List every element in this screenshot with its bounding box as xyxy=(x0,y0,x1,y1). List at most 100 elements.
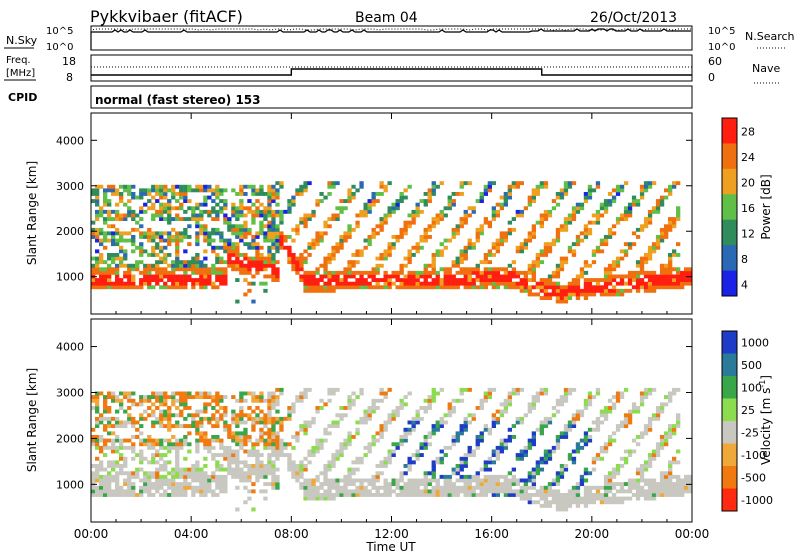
velocity-cell xyxy=(247,438,252,443)
velocity-cell xyxy=(491,416,497,421)
power-cell xyxy=(223,278,228,282)
power-cell xyxy=(347,231,352,236)
velocity-cell xyxy=(559,464,565,468)
velocity-cell xyxy=(115,438,120,443)
velocity-cell xyxy=(571,500,577,505)
power-cell xyxy=(447,274,452,279)
velocity-cell xyxy=(395,409,400,414)
velocity-cell xyxy=(407,427,412,432)
velocity-cell xyxy=(259,467,264,472)
velocity-cell xyxy=(539,460,545,465)
velocity-cell xyxy=(471,489,476,494)
power-cell xyxy=(139,260,144,265)
power-cell xyxy=(203,231,208,236)
velocity-cell xyxy=(539,391,545,396)
power-cell xyxy=(203,195,208,200)
power-cell xyxy=(139,281,144,286)
velocity-cell xyxy=(423,489,428,494)
velocity-colorbar-tick: 100 xyxy=(741,381,762,394)
velocity-cell xyxy=(451,493,456,497)
velocity-cell xyxy=(676,485,681,490)
power-cell xyxy=(499,195,505,200)
velocity-cell xyxy=(303,467,308,472)
power-cell xyxy=(587,227,593,232)
power-cell xyxy=(599,249,605,254)
power-cell xyxy=(539,181,545,186)
power-cell xyxy=(491,270,497,275)
velocity-cell xyxy=(127,406,132,410)
velocity-cell xyxy=(203,482,208,487)
power-cell xyxy=(555,267,561,272)
power-cell xyxy=(135,227,140,232)
velocity-cell xyxy=(91,489,96,494)
power-cell xyxy=(291,260,296,265)
velocity-cell xyxy=(175,398,180,403)
velocity-cell xyxy=(155,438,160,443)
power-cell xyxy=(487,188,493,193)
velocity-cell xyxy=(207,402,212,407)
nsky-tick-bottom: 10^0 xyxy=(46,42,73,53)
power-cell xyxy=(103,281,108,286)
power-cell xyxy=(267,206,272,211)
power-cell xyxy=(495,249,501,254)
power-cell xyxy=(591,260,597,265)
velocity-cell xyxy=(91,493,96,497)
velocity-cell xyxy=(635,482,641,487)
power-cell xyxy=(247,288,252,293)
power-cell xyxy=(283,245,288,250)
velocity-cell xyxy=(415,416,420,421)
velocity-cell xyxy=(191,467,196,472)
velocity-colorbar-label: Velocity [m s-1] xyxy=(758,375,773,465)
velocity-cell xyxy=(603,496,609,501)
power-cell xyxy=(167,202,172,207)
velocity-cell xyxy=(531,406,537,410)
velocity-cell xyxy=(127,482,132,487)
power-cell xyxy=(207,231,212,236)
velocity-cell xyxy=(335,420,340,425)
velocity-cell xyxy=(275,445,280,450)
velocity-cell xyxy=(347,474,352,479)
velocity-cell xyxy=(507,485,513,490)
power-cell xyxy=(587,220,593,225)
power-cell xyxy=(680,270,685,275)
power-cell xyxy=(403,278,408,282)
power-cell xyxy=(615,184,621,189)
power-cell xyxy=(647,213,653,218)
power-cell xyxy=(263,224,268,229)
velocity-cell xyxy=(295,471,300,476)
velocity-cell xyxy=(651,478,657,483)
velocity-cell xyxy=(607,474,613,479)
power-cell xyxy=(631,270,637,275)
power-cell xyxy=(495,278,501,282)
power-cell xyxy=(495,245,501,250)
velocity-cell xyxy=(347,467,352,472)
velocity-cell xyxy=(651,456,657,461)
velocity-cell xyxy=(135,427,140,432)
velocity-cell xyxy=(239,442,244,447)
velocity-cell xyxy=(399,478,404,483)
velocity-cell xyxy=(151,445,156,450)
velocity-cell xyxy=(631,438,637,443)
power-cell xyxy=(207,242,212,247)
velocity-cell xyxy=(439,424,444,429)
power-cell xyxy=(139,231,144,236)
power-cell xyxy=(363,209,368,214)
power-cell xyxy=(319,235,324,239)
power-cell xyxy=(391,206,396,211)
velocity-cell xyxy=(435,391,440,396)
velocity-cell xyxy=(335,478,340,483)
velocity-cell xyxy=(371,406,376,410)
velocity-cell xyxy=(135,471,140,476)
power-cell xyxy=(99,270,104,275)
velocity-cell xyxy=(267,409,272,414)
velocity-cell xyxy=(191,413,196,418)
power-cell xyxy=(672,181,677,186)
power-cell xyxy=(207,278,212,282)
velocity-cell xyxy=(207,449,212,454)
velocity-cell xyxy=(559,431,565,436)
power-cell xyxy=(199,270,204,275)
power-cell xyxy=(591,285,597,290)
power-cell xyxy=(411,213,416,218)
velocity-cell xyxy=(431,471,436,476)
velocity-cell xyxy=(571,424,577,429)
